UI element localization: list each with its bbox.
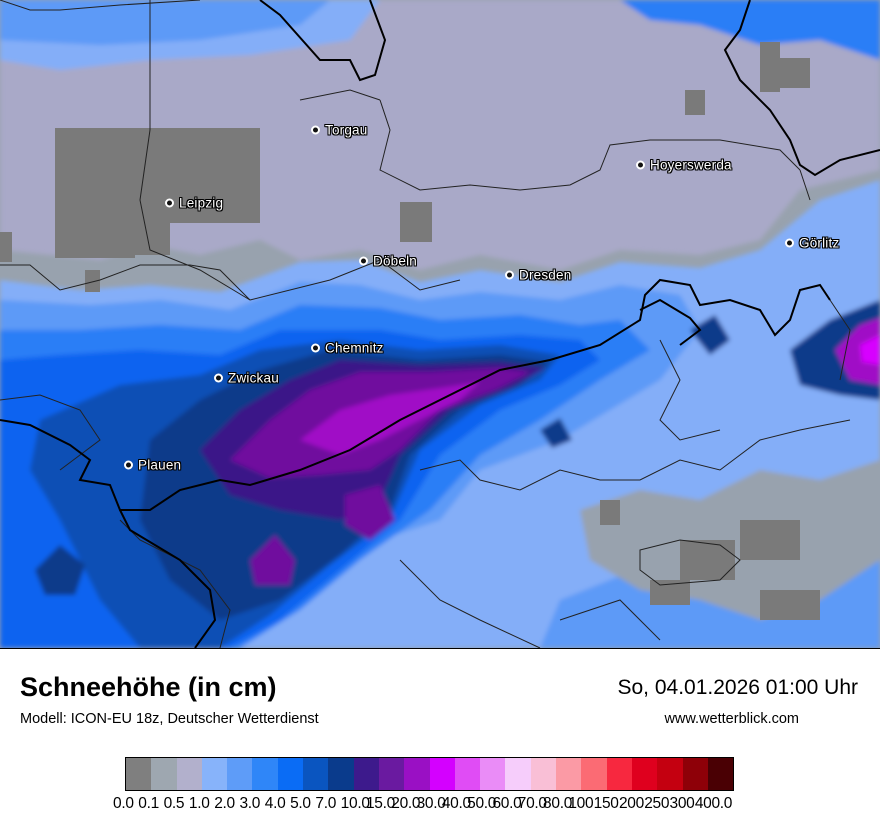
city-dot-icon	[636, 160, 645, 170]
city-dot-icon	[785, 238, 794, 248]
district-borders	[0, 0, 851, 648]
city-dot-icon	[214, 373, 223, 383]
city-label: Plauen	[138, 457, 182, 473]
city-label: Torgau	[325, 122, 368, 138]
map-canvas	[0, 0, 880, 648]
city-marker[interactable]: Leipzig	[165, 196, 223, 211]
legend-swatch	[480, 758, 506, 790]
legend-swatch	[682, 758, 708, 790]
legend-label: 100	[568, 795, 594, 812]
city-marker[interactable]: Torgau	[311, 123, 367, 138]
map-area-blue-light-top	[0, 0, 330, 45]
legend-swatch	[404, 758, 430, 790]
legend-swatch	[151, 758, 177, 790]
legend-swatch	[328, 758, 354, 790]
legend-swatch	[581, 758, 607, 790]
legend-swatch	[378, 758, 405, 790]
map-area-gray-dark	[0, 42, 820, 620]
legend-swatch	[707, 758, 734, 790]
legend-label: 30.0	[416, 795, 446, 812]
color-legend	[125, 757, 735, 791]
city-dot-icon	[165, 198, 174, 208]
map-title: Schneehöhe (in cm)	[20, 672, 277, 702]
legend-swatch	[556, 758, 582, 790]
legend-label: 200	[618, 795, 644, 812]
map-area-navy-isle2	[540, 418, 572, 448]
legend-label: 7.0	[315, 795, 337, 812]
map-area-purple-east	[835, 318, 880, 385]
city-dot-icon	[505, 270, 514, 280]
city-label: Leipzig	[179, 195, 224, 211]
legend-label: 150	[593, 795, 619, 812]
legend-swatch	[454, 758, 481, 790]
legend-swatch	[631, 758, 658, 790]
city-dot-icon	[124, 460, 133, 470]
map-area-violet-south	[250, 535, 295, 585]
map-area-navy-sw	[35, 545, 85, 595]
city-label: Hoyerswerda	[650, 157, 732, 173]
legend-swatch	[277, 758, 304, 790]
legend-label: 50.0	[467, 795, 497, 812]
model-source: Modell: ICON-EU 18z, Deutscher Wetterdie…	[20, 711, 319, 727]
legend-label: 40.0	[441, 795, 471, 812]
legend-swatch	[126, 758, 152, 790]
forecast-datetime: So, 04.01.2026 01:00 Uhr	[617, 676, 858, 699]
legend-swatch	[657, 758, 683, 790]
legend-swatch	[176, 758, 202, 790]
website-link[interactable]: www.wetterblick.com	[664, 711, 799, 727]
city-marker[interactable]: Dresden	[505, 268, 571, 283]
legend-labels: 0.0 0.1 0.5 1.0 2.0 3.0 4.0 5.0 7.0 10.0 15.0 20.0 3…	[113, 795, 733, 813]
legend-swatch	[429, 758, 455, 790]
legend-label: 300	[669, 795, 695, 812]
map-area-blue-strong-ne	[620, 0, 880, 60]
city-marker[interactable]: Döbeln	[359, 254, 417, 269]
legend-label: 5.0	[290, 795, 311, 812]
legend-swatch	[530, 758, 557, 790]
legend-label: 0.0	[113, 795, 134, 812]
city-label: Dresden	[519, 267, 572, 283]
city-dot-icon	[311, 125, 320, 135]
legend-label: 0.1	[138, 795, 159, 812]
city-label: Chemnitz	[325, 340, 384, 356]
legend-label: 15.0	[365, 795, 395, 812]
legend-label: 10.0	[340, 795, 370, 812]
legend-label: 2.0	[214, 795, 235, 812]
city-marker[interactable]: Chemnitz	[311, 341, 384, 356]
map-area-purple	[300, 382, 480, 455]
snow-depth-map[interactable]: Torgau Leipzig Hoyerswerda Görlitz Döbel…	[0, 0, 880, 649]
legend-label: 400.0	[694, 795, 733, 812]
legend-label: 4.0	[264, 795, 286, 812]
legend-label: 250	[644, 795, 670, 812]
legend-label: 20.0	[391, 795, 421, 812]
map-area-violet-center	[345, 485, 395, 540]
city-marker[interactable]: Zwickau	[214, 371, 279, 386]
national-border	[0, 0, 880, 648]
legend-label: 80.0	[543, 795, 573, 812]
legend-swatch	[252, 758, 278, 790]
city-dot-icon	[311, 343, 320, 353]
legend-swatch	[227, 758, 253, 790]
legend-swatch	[606, 758, 632, 790]
map-area-navy-isle	[690, 315, 730, 355]
legend-label: 1.0	[188, 795, 210, 812]
city-marker[interactable]: Hoyerswerda	[636, 158, 732, 173]
map-area-magenta-east	[860, 335, 880, 365]
city-dot-icon	[359, 256, 368, 266]
city-label: Döbeln	[373, 253, 417, 269]
legend-label: 0.5	[163, 795, 185, 812]
legend-label: 60.0	[492, 795, 522, 812]
legend-label: 70.0	[517, 795, 547, 812]
legend-label: 3.0	[239, 795, 261, 812]
city-marker[interactable]: Görlitz	[785, 236, 839, 251]
legend-swatch	[201, 758, 228, 790]
city-marker[interactable]: Plauen	[124, 458, 181, 473]
city-label: Görlitz	[799, 235, 840, 251]
legend-swatch	[505, 758, 531, 790]
city-label: Zwickau	[228, 370, 279, 386]
legend-swatch	[353, 758, 379, 790]
legend-swatch	[303, 758, 329, 790]
